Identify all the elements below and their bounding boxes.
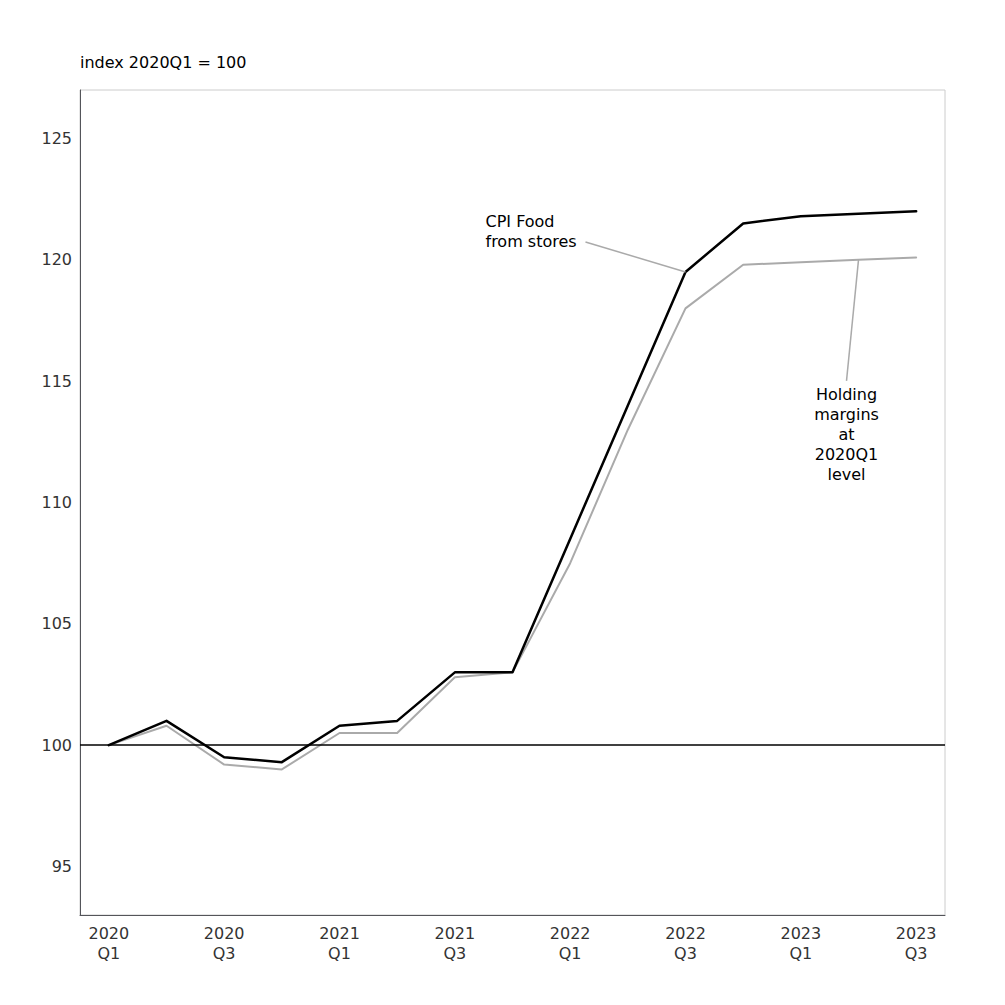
svg-text:2022: 2022 — [665, 924, 706, 943]
svg-text:Q1: Q1 — [328, 944, 351, 963]
svg-text:index 2020Q1 = 100: index 2020Q1 = 100 — [80, 53, 246, 72]
svg-text:at: at — [838, 425, 854, 444]
svg-text:2021: 2021 — [319, 924, 360, 943]
svg-text:120: 120 — [41, 250, 72, 269]
svg-text:Q3: Q3 — [905, 944, 928, 963]
svg-text:2020Q1: 2020Q1 — [815, 445, 879, 464]
svg-text:Q1: Q1 — [97, 944, 120, 963]
svg-text:2021: 2021 — [434, 924, 475, 943]
svg-text:100: 100 — [41, 736, 72, 755]
svg-text:Q3: Q3 — [674, 944, 697, 963]
svg-text:level: level — [827, 465, 865, 484]
svg-text:2020: 2020 — [204, 924, 245, 943]
svg-text:2020: 2020 — [88, 924, 129, 943]
svg-text:CPI Food: CPI Food — [486, 212, 555, 231]
svg-text:125: 125 — [41, 129, 72, 148]
svg-text:Q1: Q1 — [559, 944, 582, 963]
svg-text:115: 115 — [41, 372, 72, 391]
svg-text:2022: 2022 — [550, 924, 591, 943]
svg-text:Q1: Q1 — [789, 944, 812, 963]
svg-text:2023: 2023 — [780, 924, 821, 943]
svg-text:105: 105 — [41, 614, 72, 633]
svg-text:95: 95 — [52, 857, 72, 876]
svg-text:Q3: Q3 — [213, 944, 236, 963]
svg-text:margins: margins — [814, 405, 879, 424]
svg-text:from stores: from stores — [486, 232, 577, 251]
svg-text:Q3: Q3 — [443, 944, 466, 963]
svg-text:Holding: Holding — [816, 385, 877, 404]
svg-text:110: 110 — [41, 493, 72, 512]
svg-text:2023: 2023 — [896, 924, 937, 943]
